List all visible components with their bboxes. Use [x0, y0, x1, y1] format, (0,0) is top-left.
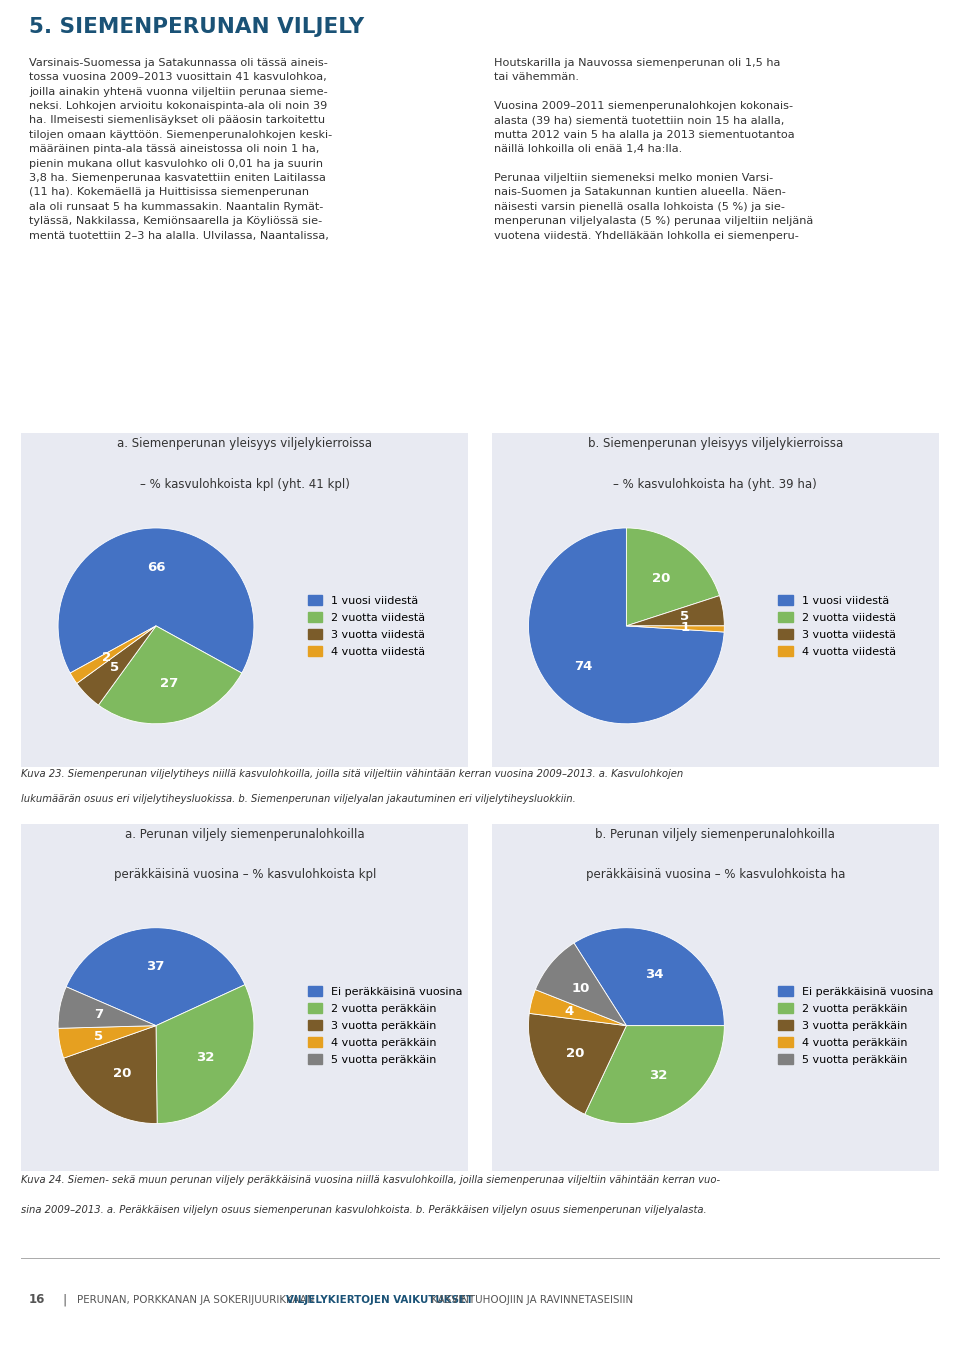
Text: peräkkäisinä vuosina – % kasvulohkoista kpl: peräkkäisinä vuosina – % kasvulohkoista … — [113, 868, 376, 882]
Legend: Ei peräkkäisinä vuosina, 2 vuotta peräkkäin, 3 vuotta peräkkäin, 4 vuotta peräkk: Ei peräkkäisinä vuosina, 2 vuotta peräkk… — [303, 983, 468, 1069]
Text: 4: 4 — [564, 1004, 574, 1018]
Wedge shape — [70, 626, 156, 684]
Wedge shape — [626, 528, 720, 626]
Wedge shape — [574, 927, 725, 1026]
Wedge shape — [59, 1026, 156, 1058]
Text: Houtskarilla ja Nauvossa siemenperunan oli 1,5 ha
tai vähemmän.

Vuosina 2009–20: Houtskarilla ja Nauvossa siemenperunan o… — [494, 58, 814, 241]
Text: a. Perunan viljely siemenperunalohkoilla: a. Perunan viljely siemenperunalohkoilla — [125, 828, 365, 841]
Text: 2: 2 — [102, 651, 111, 664]
Wedge shape — [77, 626, 156, 705]
Text: VILJELYKIERTOJEN VAIKUTUKSET: VILJELYKIERTOJEN VAIKUTUKSET — [286, 1295, 473, 1304]
Wedge shape — [59, 528, 253, 673]
Wedge shape — [529, 528, 724, 724]
Text: 20: 20 — [113, 1067, 132, 1081]
Text: 34: 34 — [645, 968, 664, 981]
Wedge shape — [66, 927, 245, 1026]
Text: – % kasvulohkoista kpl (yht. 41 kpl): – % kasvulohkoista kpl (yht. 41 kpl) — [140, 478, 349, 491]
Text: 32: 32 — [197, 1051, 215, 1063]
Text: 74: 74 — [574, 660, 592, 673]
Wedge shape — [627, 626, 725, 633]
Text: Kuva 24. Siemen- sekä muun perunan viljely peräkkäisinä vuosina niillä kasvulohk: Kuva 24. Siemen- sekä muun perunan vilje… — [21, 1175, 720, 1184]
Text: 5: 5 — [109, 661, 119, 674]
Text: 32: 32 — [649, 1069, 667, 1082]
Text: PERUNAN, PORKKANAN JA SOKERIJUURIKKAAN: PERUNAN, PORKKANAN JA SOKERIJUURIKKAAN — [77, 1295, 318, 1304]
Wedge shape — [529, 989, 627, 1026]
FancyBboxPatch shape — [16, 820, 473, 1175]
Text: KASVINTUHOOJIIN JA RAVINNETASEISIIN: KASVINTUHOOJIIN JA RAVINNETASEISIIN — [428, 1295, 634, 1304]
Text: Varsinais-Suomessa ja Satakunnassa oli tässä aineis-
tossa vuosina 2009–2013 vuo: Varsinais-Suomessa ja Satakunnassa oli t… — [29, 58, 332, 241]
Text: 10: 10 — [572, 981, 590, 995]
Wedge shape — [59, 987, 156, 1028]
FancyBboxPatch shape — [16, 431, 473, 770]
Legend: Ei peräkkäisinä vuosina, 2 vuotta peräkkäin, 3 vuotta peräkkäin, 4 vuotta peräkk: Ei peräkkäisinä vuosina, 2 vuotta peräkk… — [774, 983, 938, 1069]
Wedge shape — [536, 944, 627, 1026]
Text: 5: 5 — [94, 1030, 103, 1043]
Text: 20: 20 — [652, 572, 670, 586]
Text: 16: 16 — [29, 1294, 45, 1306]
FancyBboxPatch shape — [487, 431, 944, 770]
Text: 5. SIEMENPERUNAN VILJELY: 5. SIEMENPERUNAN VILJELY — [29, 17, 364, 36]
Text: 27: 27 — [159, 677, 178, 689]
Text: |: | — [62, 1294, 66, 1306]
Wedge shape — [63, 1026, 157, 1124]
Text: sina 2009–2013. a. Peräkkäisen viljelyn osuus siemenperunan kasvulohkoista. b. P: sina 2009–2013. a. Peräkkäisen viljelyn … — [21, 1205, 707, 1214]
FancyBboxPatch shape — [487, 820, 944, 1175]
Text: b. Siemenperunan yleisyys viljelykierroissa: b. Siemenperunan yleisyys viljelykierroi… — [588, 437, 843, 451]
Text: 37: 37 — [146, 961, 164, 973]
Text: 20: 20 — [565, 1047, 584, 1061]
Legend: 1 vuosi viidestä, 2 vuotta viidestä, 3 vuotta viidestä, 4 vuotta viidestä: 1 vuosi viidestä, 2 vuotta viidestä, 3 v… — [303, 591, 430, 661]
Wedge shape — [99, 626, 242, 724]
Wedge shape — [585, 1026, 725, 1124]
Wedge shape — [627, 596, 725, 626]
Text: Kuva 23. Siemenperunan viljelytiheys niillä kasvulohkoilla, joilla sitä viljelti: Kuva 23. Siemenperunan viljelytiheys nii… — [21, 769, 684, 778]
Text: 66: 66 — [147, 561, 165, 573]
Text: peräkkäisinä vuosina – % kasvulohkoista ha: peräkkäisinä vuosina – % kasvulohkoista … — [586, 868, 845, 882]
Text: a. Siemenperunan yleisyys viljelykierroissa: a. Siemenperunan yleisyys viljelykierroi… — [117, 437, 372, 451]
Legend: 1 vuosi viidestä, 2 vuotta viidestä, 3 vuotta viidestä, 4 vuotta viidestä: 1 vuosi viidestä, 2 vuotta viidestä, 3 v… — [774, 591, 900, 661]
Text: 1: 1 — [681, 622, 689, 634]
Text: lukumäärän osuus eri viljelytiheysluokissa. b. Siemenperunan viljelyalan jakautu: lukumäärän osuus eri viljelytiheysluokis… — [21, 794, 576, 804]
Text: – % kasvulohkoista ha (yht. 39 ha): – % kasvulohkoista ha (yht. 39 ha) — [613, 478, 817, 491]
Text: b. Perunan viljely siemenperunalohkoilla: b. Perunan viljely siemenperunalohkoilla — [595, 828, 835, 841]
Text: 5: 5 — [680, 610, 689, 623]
Wedge shape — [156, 985, 253, 1124]
Text: 7: 7 — [94, 1008, 103, 1022]
Wedge shape — [529, 1014, 627, 1114]
